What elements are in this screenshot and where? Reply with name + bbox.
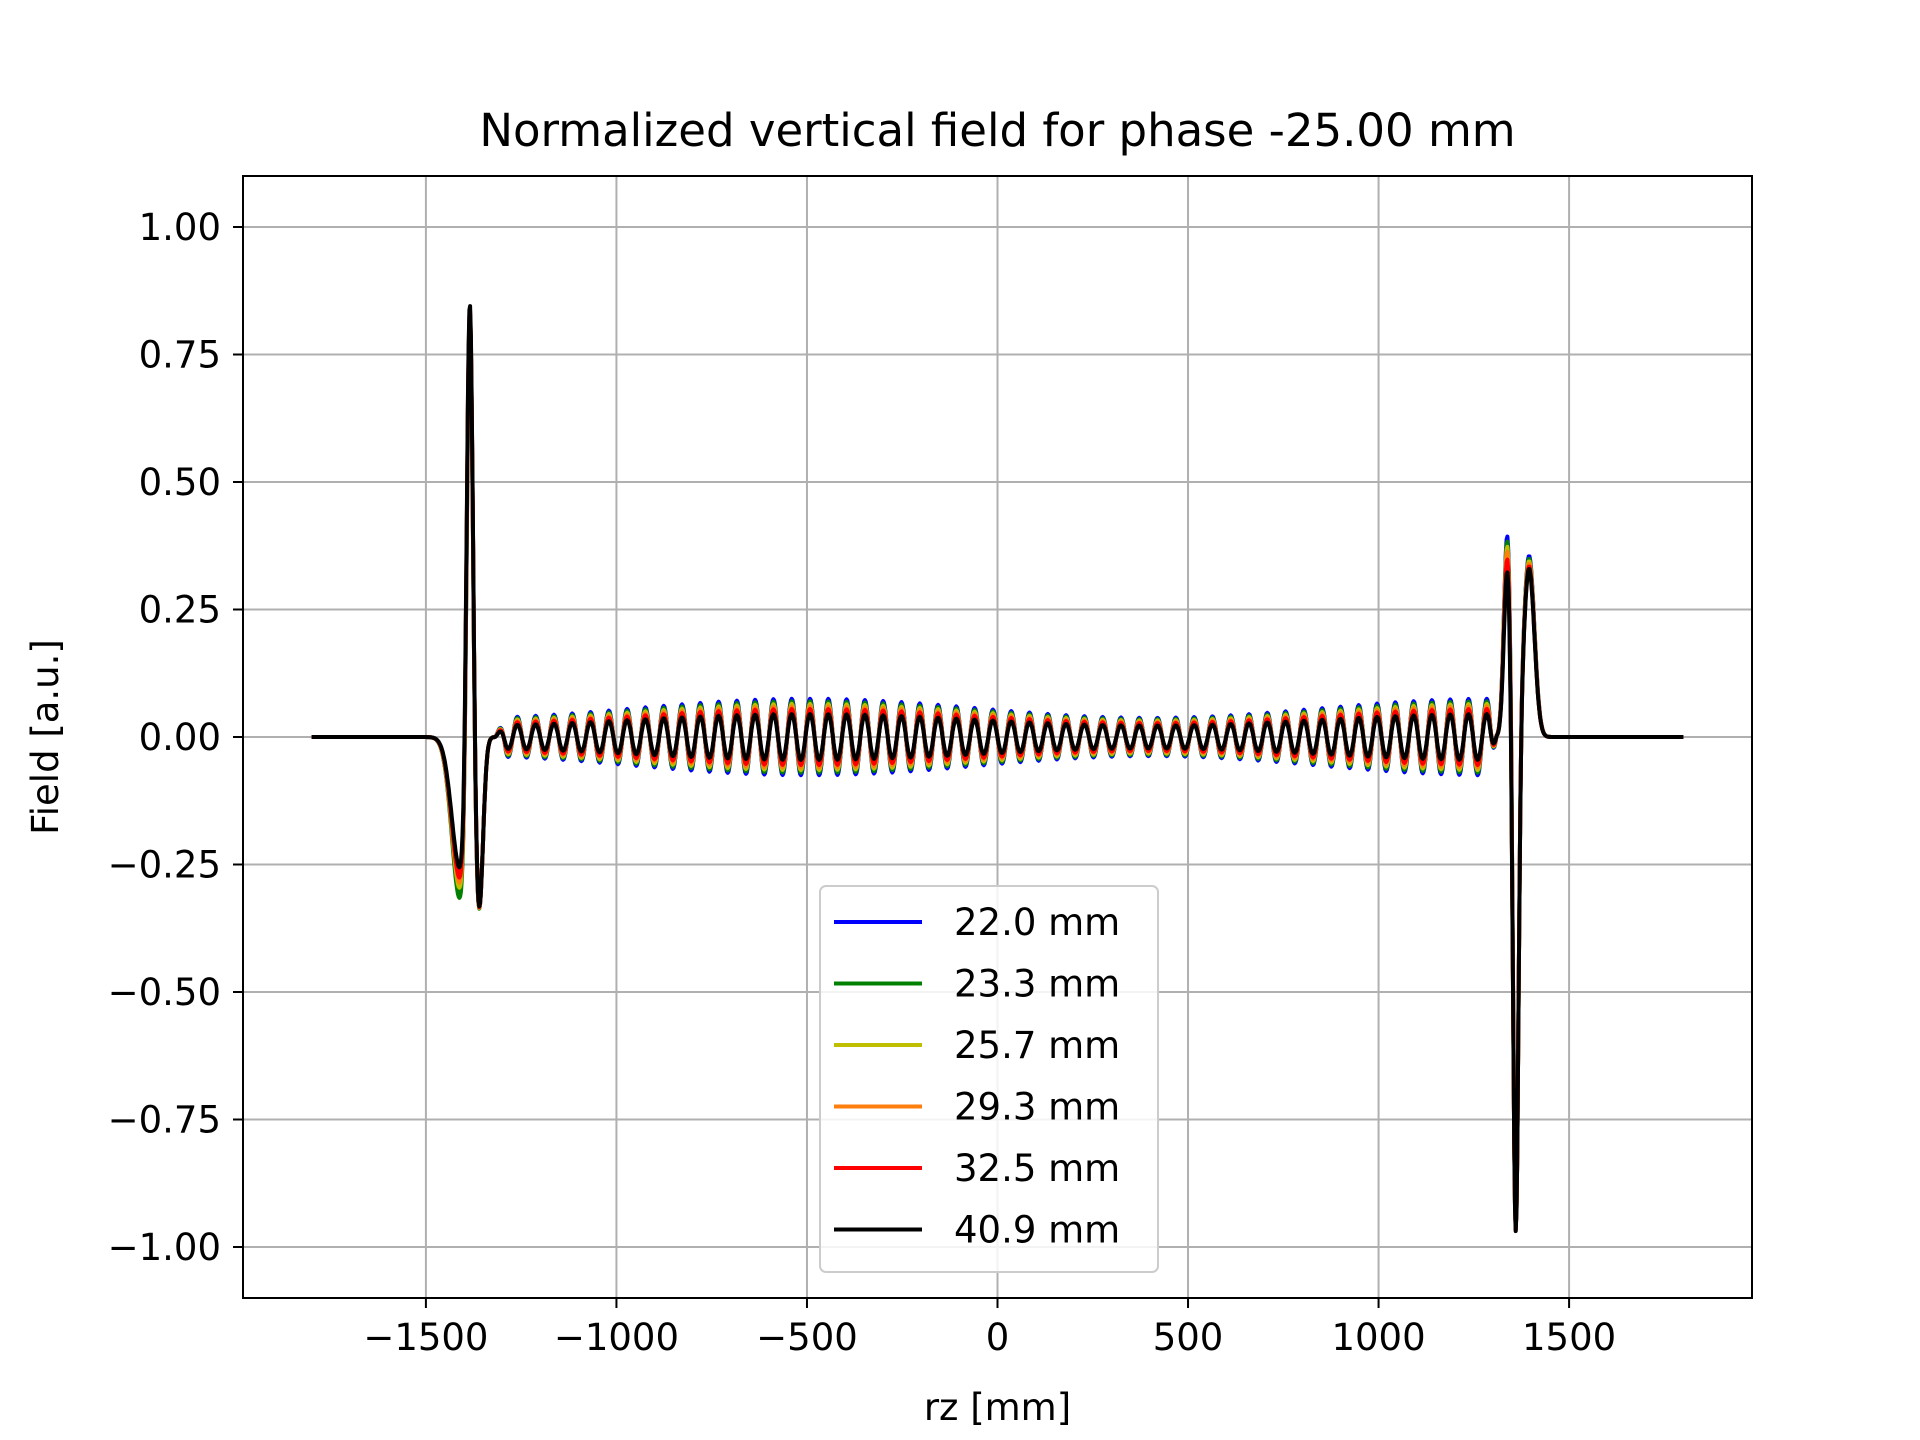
legend-entry-label: 22.0 mm [954,901,1120,944]
series-line-40-9-mm [310,304,1685,1234]
x-tick-label: 1000 [1331,1316,1425,1359]
x-tick-label: 500 [1153,1316,1224,1359]
x-tick-label: −1500 [363,1316,488,1359]
y-tick-label: 0.00 [139,716,221,759]
y-tick-label: −0.50 [108,971,221,1014]
legend-entry-label: 40.9 mm [954,1209,1120,1252]
legend: 22.0 mm 23.3 mm 25.7 mm 29.3 mm 32.5 mm 40.9 … [819,885,1159,1273]
legend-entry-label: 29.3 mm [954,1086,1120,1129]
y-tick-label: −1.00 [108,1226,221,1269]
x-axis-label: rz [mm] [924,1386,1071,1429]
y-tick-label: 0.25 [139,589,221,632]
chart-title: Normalized vertical field for phase -25.… [479,104,1515,157]
x-tick-label: −1000 [554,1316,679,1359]
x-axis-ticks: −1500 −1000 −500 0 500 1000 1500 [363,1298,1616,1359]
legend-entry-label: 32.5 mm [954,1147,1120,1190]
y-tick-label: 0.75 [139,334,221,377]
x-tick-label: −500 [756,1316,858,1359]
legend-entry-label: 23.3 mm [954,963,1120,1006]
y-tick-label: 0.50 [139,461,221,504]
y-axis-label: Field [a.u.] [24,639,67,835]
legend-entry-label: 25.7 mm [954,1024,1120,1067]
y-axis-ticks: 1.00 0.75 0.50 0.25 0.00 −0.25 −0.50 −0.75 −1.00 [108,206,243,1269]
y-tick-label: 1.00 [139,206,221,249]
x-tick-label: 1500 [1522,1316,1616,1359]
y-tick-label: −0.25 [108,844,221,887]
x-tick-label: 0 [986,1316,1010,1359]
plot-series [310,304,1685,1234]
y-tick-label: −0.75 [108,1099,221,1142]
